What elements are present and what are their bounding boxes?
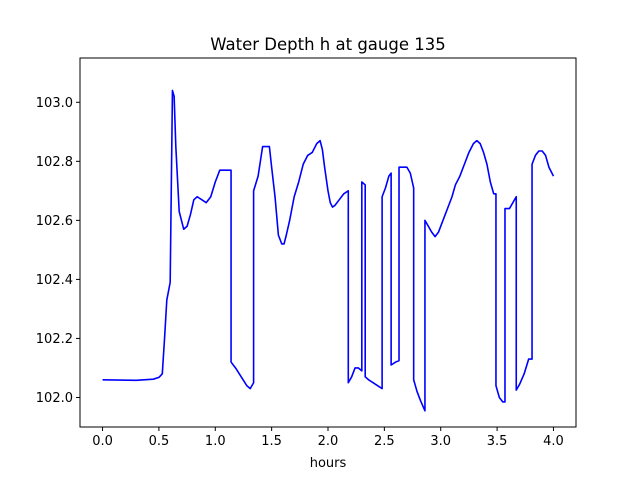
x-tick-label: 2.5	[374, 434, 395, 449]
axes-frame	[79, 57, 577, 428]
y-axis-ticks: 102.0 102.2 102.4 102.6 102.8 103.0	[36, 96, 80, 406]
series-line-0	[102, 89, 555, 412]
x-tick-label: 0.0	[92, 434, 113, 449]
x-tick-label: 3.5	[487, 434, 508, 449]
chart-title: Water Depth h at gauge 135	[210, 35, 445, 54]
y-tick-label: 102.2	[36, 332, 73, 347]
x-tick-label: 0.5	[149, 434, 170, 449]
x-tick-label: 2.0	[318, 434, 339, 449]
x-tick-label: 3.0	[430, 434, 451, 449]
y-tick-label: 103.0	[36, 96, 73, 111]
x-tick-label: 1.0	[205, 434, 226, 449]
y-tick-label: 102.0	[36, 391, 73, 406]
x-axis-label: hours	[310, 456, 347, 471]
x-tick-label: 4.0	[543, 434, 564, 449]
y-tick-label: 102.8	[36, 155, 73, 170]
y-tick-label: 102.6	[36, 214, 73, 229]
plot-area	[102, 89, 555, 412]
x-tick-label: 1.5	[261, 434, 282, 449]
y-tick-label: 102.4	[36, 273, 73, 288]
x-axis-ticks: 0.0 0.5 1.0 1.5 2.0 2.5 3.0 3.5 4.0	[92, 427, 564, 449]
